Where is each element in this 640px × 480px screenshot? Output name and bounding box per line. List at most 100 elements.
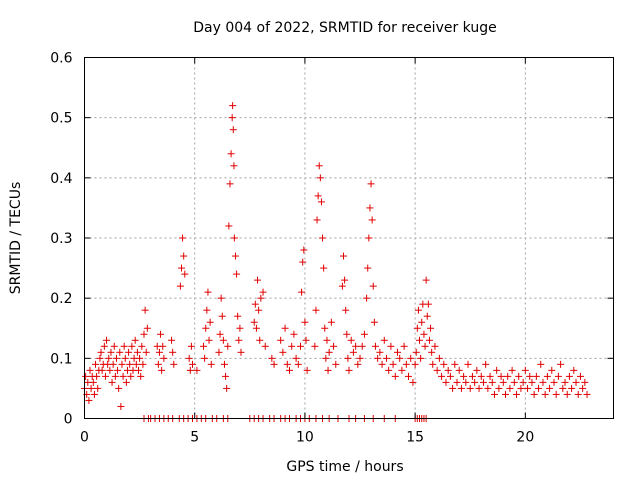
data-point [206, 318, 214, 326]
data-point [455, 366, 463, 374]
data-point [250, 318, 258, 326]
data-point [574, 390, 582, 398]
data-point [330, 342, 338, 350]
data-point [365, 234, 373, 242]
data-point [466, 384, 474, 392]
data-point [493, 366, 501, 374]
data-point [391, 372, 399, 380]
data-point [501, 390, 509, 398]
data-point [417, 354, 425, 362]
x-tick-label: 15 [406, 430, 424, 446]
data-point [314, 192, 322, 200]
data-point [568, 384, 576, 392]
data-point [499, 378, 507, 386]
data-point [435, 354, 443, 362]
data-point [414, 306, 422, 314]
data-point [118, 360, 126, 368]
data-point [106, 366, 114, 374]
data-point [431, 342, 439, 350]
data-point [140, 330, 148, 338]
y-tick-label: 0.2 [50, 291, 72, 307]
data-point [138, 342, 146, 350]
data-point [412, 348, 420, 356]
data-point [324, 366, 332, 374]
data-point [490, 390, 498, 398]
data-point [363, 294, 371, 302]
data-point [90, 390, 98, 398]
data-point [552, 390, 560, 398]
data-point [537, 360, 545, 368]
data-point [444, 366, 452, 374]
data-point [370, 318, 378, 326]
data-point [121, 354, 129, 362]
data-point [475, 384, 483, 392]
data-point [449, 384, 457, 392]
data-point [344, 354, 352, 362]
y-tick-label: 0.6 [50, 51, 72, 67]
data-point [181, 270, 189, 278]
data-point [230, 162, 238, 170]
data-point [252, 324, 260, 332]
data-point [290, 330, 298, 338]
data-point [277, 336, 285, 344]
data-point [180, 252, 188, 260]
data-point [433, 366, 441, 374]
data-point [349, 348, 357, 356]
data-point [141, 306, 149, 314]
data-point [313, 216, 321, 224]
data-point [116, 348, 124, 356]
data-point [497, 372, 505, 380]
data-point [561, 378, 569, 386]
data-point [517, 384, 525, 392]
data-point [360, 330, 368, 338]
data-point [229, 102, 237, 110]
data-point [345, 366, 353, 374]
data-point [367, 180, 375, 188]
data-point [342, 306, 350, 314]
data-point [228, 114, 236, 122]
data-point [385, 366, 393, 374]
data-point [189, 360, 197, 368]
data-point [132, 360, 140, 368]
data-point [526, 372, 534, 380]
data-point [203, 306, 211, 314]
data-point [319, 234, 327, 242]
data-point [110, 342, 118, 350]
data-point [369, 282, 377, 290]
y-axis: 0 0.1 0.2 0.3 0.4 0.5 0.6 [50, 51, 614, 428]
data-point [457, 384, 465, 392]
y-tick-label: 0.5 [50, 111, 72, 127]
data-point [532, 372, 540, 380]
data-point [438, 372, 446, 380]
data-point [338, 282, 346, 290]
data-point [508, 366, 516, 374]
data-point [235, 336, 243, 344]
data-point [101, 372, 109, 380]
data-point [154, 360, 162, 368]
data-point [354, 360, 362, 368]
data-point [427, 324, 435, 332]
x-tick-label: 20 [516, 430, 534, 446]
data-point [378, 360, 386, 368]
data-point [105, 354, 113, 362]
data-point [207, 360, 215, 368]
data-point [486, 372, 494, 380]
data-point [117, 402, 125, 410]
data-point [583, 390, 591, 398]
data-point [473, 366, 481, 374]
data-point [424, 300, 432, 308]
data-point [114, 366, 122, 374]
data-point [193, 366, 201, 374]
data-point [411, 360, 419, 368]
data-point [94, 384, 102, 392]
data-point [407, 354, 415, 362]
data-point [251, 300, 259, 308]
data-point [292, 354, 300, 362]
data-point [479, 378, 487, 386]
data-point [108, 378, 116, 386]
y-tick-label: 0.4 [50, 171, 72, 187]
data-point [315, 162, 323, 170]
data-point [233, 270, 241, 278]
data-point [358, 342, 366, 350]
